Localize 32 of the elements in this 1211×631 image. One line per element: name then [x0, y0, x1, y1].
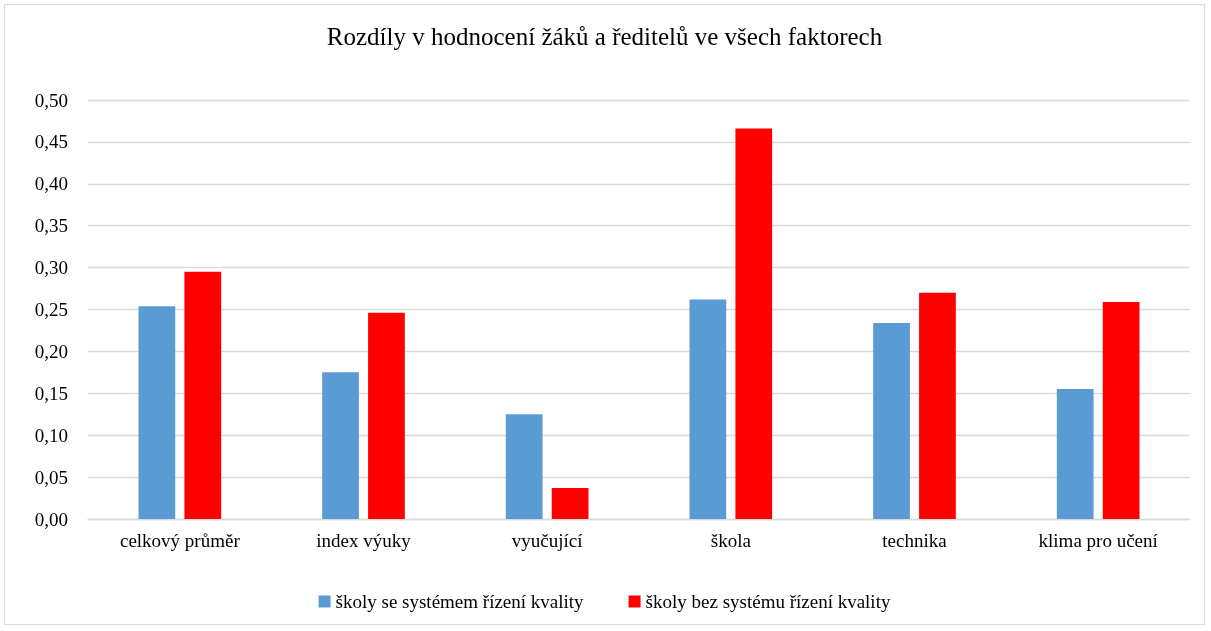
y-tick-label: 0,00 [34, 508, 68, 530]
chart-title: Rozdíly v hodnocení žáků a ředitelů ve všech faktorech [326, 23, 883, 50]
bar [368, 312, 405, 519]
bar [735, 128, 773, 519]
y-tick-label: 0,40 [34, 173, 68, 195]
bar [551, 487, 589, 519]
x-tick-label: škola [710, 530, 752, 551]
bar [919, 292, 956, 519]
x-tick-label: celkový průměr [119, 530, 241, 551]
y-tick-label: 0,05 [34, 466, 68, 488]
bar [1102, 301, 1140, 519]
y-tick-label: 0,30 [34, 257, 68, 279]
bar [1056, 389, 1094, 519]
y-tick-label: 0,20 [34, 340, 68, 362]
y-tick-label: 0,15 [34, 382, 68, 404]
y-tick-label: 0,25 [34, 299, 68, 320]
legend-label: školy bez systému řízení kvality [645, 591, 891, 612]
bar [138, 306, 176, 519]
legend-label: školy se systémem řízení kvality [335, 591, 585, 612]
x-tick-label: klima pro učení [1038, 530, 1159, 551]
y-tick-label: 0,10 [34, 424, 68, 446]
x-tick-label: index výuky [316, 530, 412, 551]
bar [873, 322, 910, 519]
y-tick-label: 0,50 [34, 89, 68, 111]
bar [322, 372, 359, 519]
x-tick-label: vyučující [511, 530, 584, 551]
y-tick-label: 0,45 [34, 131, 68, 153]
bar [689, 299, 727, 519]
x-tick-label: technika [882, 530, 948, 551]
bar [184, 271, 222, 519]
y-tick-label: 0,35 [34, 215, 68, 237]
bar [505, 414, 543, 519]
